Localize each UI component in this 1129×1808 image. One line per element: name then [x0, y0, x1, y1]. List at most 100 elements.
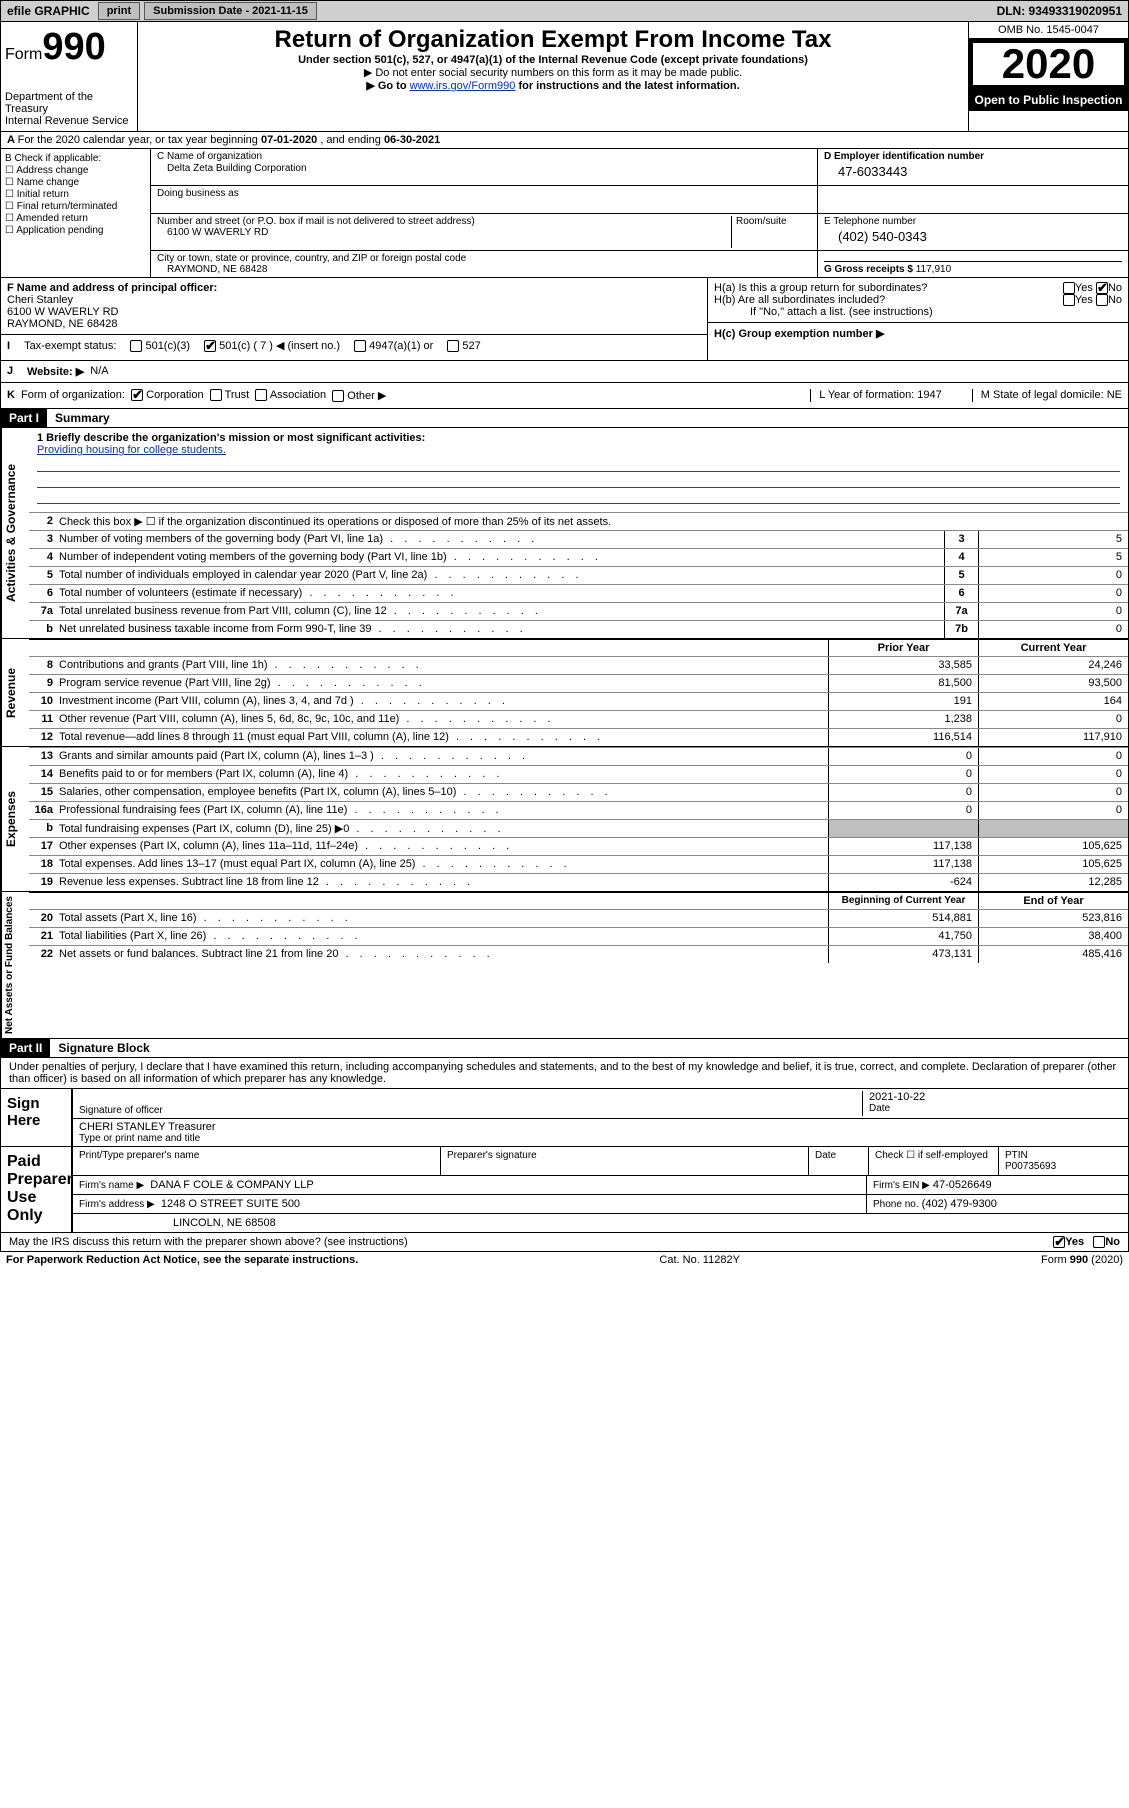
part1-badge: Part I [1, 409, 47, 427]
line-desc: Benefits paid to or for members (Part IX… [55, 766, 828, 783]
discuss-no[interactable]: No [1093, 1236, 1120, 1248]
hb-yes[interactable]: Yes [1063, 294, 1093, 306]
ha-no[interactable]: No [1096, 282, 1122, 294]
submission-date-button[interactable]: Submission Date - 2021-11-15 [144, 2, 317, 20]
mission-text: Providing housing for college students. [37, 444, 1120, 456]
ck-501c3[interactable]: 501(c)(3) [130, 340, 190, 352]
row-j: J Website: ▶ N/A [0, 361, 1129, 383]
ck-name-change[interactable]: ☐ Name change [5, 177, 146, 188]
header-right: OMB No. 1545-0047 2020 Open to Public In… [968, 22, 1128, 131]
mission-block: 1 Briefly describe the organization's mi… [29, 428, 1128, 512]
header-left: Form990 Department of the Treasury Inter… [1, 22, 138, 131]
line-number: 7a [29, 603, 55, 620]
a-mid: , and ending [320, 134, 384, 146]
mission-line1 [37, 458, 1120, 472]
prior-year-value: 33,585 [828, 657, 978, 674]
line-number: 14 [29, 766, 55, 783]
dba-cell: Doing business as [151, 185, 818, 213]
hb-no[interactable]: No [1096, 294, 1122, 306]
line-desc: Other expenses (Part IX, column (A), lin… [55, 838, 828, 855]
ck-initial-return[interactable]: ☐ Initial return [5, 189, 146, 200]
omb-number: OMB No. 1545-0047 [969, 22, 1128, 39]
e-label: E Telephone number [824, 216, 1122, 227]
line-desc: Total expenses. Add lines 13–17 (must eq… [55, 856, 828, 873]
line-number: 19 [29, 874, 55, 891]
line-number: 5 [29, 567, 55, 584]
i-text: Tax-exempt status: [24, 340, 116, 352]
ck-other[interactable]: Other ▶ [332, 389, 386, 402]
g-gross-cell: G Gross receipts $ 117,910 [818, 250, 1128, 277]
row-a-tax-year: A For the 2020 calendar year, or tax yea… [0, 131, 1129, 149]
discuss-yes[interactable]: Yes [1053, 1236, 1084, 1248]
ha-yes[interactable]: Yes [1063, 282, 1093, 294]
dept-treasury: Department of the Treasury Internal Reve… [5, 91, 133, 127]
line-value: 0 [978, 585, 1128, 602]
prep-ptin-cell: PTIN P00735693 [998, 1147, 1128, 1175]
part2-badge: Part II [1, 1039, 50, 1057]
prior-year-value: -624 [828, 874, 978, 891]
declaration-text: Under penalties of perjury, I declare th… [1, 1058, 1128, 1088]
mission-line2 [37, 474, 1120, 488]
ck-amended-return[interactable]: ☐ Amended return [5, 213, 146, 224]
table-row: 11Other revenue (Part VIII, column (A), … [29, 710, 1128, 728]
line-desc: Investment income (Part VIII, column (A)… [55, 693, 828, 710]
addr-label: Number and street (or P.O. box if mail i… [157, 216, 731, 227]
ck-address-change[interactable]: ☐ Address change [5, 165, 146, 176]
ck-501c[interactable]: 501(c) ( 7 ) ◀ (insert no.) [204, 339, 340, 352]
officer-name-cell: CHERI STANLEY Treasurer Type or print na… [79, 1121, 1122, 1144]
officer-name-label: Type or print name and title [79, 1133, 1122, 1144]
form990-link[interactable]: www.irs.gov/Form990 [410, 80, 516, 92]
hdr-end-year: End of Year [978, 893, 1128, 909]
current-year-value: 105,625 [978, 856, 1128, 873]
ck-corporation[interactable]: Corporation [131, 389, 204, 402]
current-year-value: 485,416 [978, 946, 1128, 963]
ck-final-return[interactable]: ☐ Final return/terminated [5, 201, 146, 212]
room-suite-label: Room/suite [731, 216, 811, 248]
prior-year-value: 514,881 [828, 910, 978, 927]
ck-association[interactable]: Association [255, 389, 326, 402]
side-expenses: Expenses [1, 747, 29, 891]
line2-desc: Check this box ▶ ☐ if the organization d… [55, 513, 1128, 530]
tax-year: 2020 [969, 39, 1128, 89]
f-label: F Name and address of principal officer: [7, 282, 217, 294]
b-label: B Check if applicable: [5, 153, 146, 164]
line-desc: Net unrelated business taxable income fr… [55, 621, 944, 638]
side-revenue: Revenue [1, 639, 29, 746]
m-state-domicile: M State of legal domicile: NE [972, 389, 1122, 402]
sub3-post: for instructions and the latest informat… [518, 80, 739, 92]
c-name-cell: C Name of organization Delta Zeta Buildi… [151, 149, 818, 185]
prior-year-value [828, 820, 978, 837]
ein-value: 47-6033443 [824, 162, 1122, 183]
block-fh: F Name and address of principal officer:… [0, 278, 1129, 361]
firm-addr2: LINCOLN, NE 68508 [71, 1214, 1128, 1232]
current-year-value: 93,500 [978, 675, 1128, 692]
header-mid: Return of Organization Exempt From Incom… [138, 22, 968, 131]
ck-527[interactable]: 527 [447, 340, 480, 352]
line-number: 3 [29, 531, 55, 548]
prior-year-value: 0 [828, 748, 978, 765]
line-desc: Total liabilities (Part X, line 26) [55, 928, 828, 945]
sign-here-label: Sign Here [1, 1088, 71, 1146]
current-year-value: 24,246 [978, 657, 1128, 674]
ck-4947[interactable]: 4947(a)(1) or [354, 340, 433, 352]
prior-year-value: 473,131 [828, 946, 978, 963]
line-value: 5 [978, 549, 1128, 566]
current-year-value: 38,400 [978, 928, 1128, 945]
part2-title: Signature Block [50, 1039, 157, 1057]
line-value: 0 [978, 621, 1128, 638]
prior-year-value: 117,138 [828, 838, 978, 855]
ptin-value: P00735693 [1005, 1161, 1056, 1172]
ck-application-pending[interactable]: ☐ Application pending [5, 225, 146, 236]
current-year-value: 0 [978, 784, 1128, 801]
form-header: Form990 Department of the Treasury Inter… [0, 22, 1129, 131]
print-button[interactable]: print [98, 2, 140, 20]
ck-trust[interactable]: Trust [210, 389, 250, 402]
table-row: 17Other expenses (Part IX, column (A), l… [29, 837, 1128, 855]
prior-year-value: 0 [828, 784, 978, 801]
col-h: H(a) Is this a group return for subordin… [708, 278, 1128, 360]
line-desc: Total fundraising expenses (Part IX, col… [55, 820, 828, 837]
i-label: I [7, 340, 10, 352]
prior-year-value: 0 [828, 766, 978, 783]
line-desc: Other revenue (Part VIII, column (A), li… [55, 711, 828, 728]
line-number: 4 [29, 549, 55, 566]
